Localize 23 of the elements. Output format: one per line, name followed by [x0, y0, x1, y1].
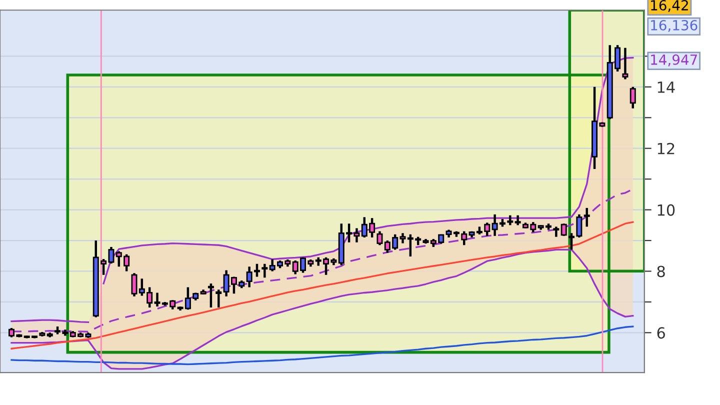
y-tick-label: 12: [658, 142, 674, 154]
candlestick: [622, 46, 628, 80]
text: 14,947: [651, 54, 697, 66]
y-tick-label: 6: [657, 327, 665, 339]
text: 16,136: [651, 20, 698, 32]
candlestick: [262, 262, 268, 279]
line-series: [10, 326, 634, 366]
y-tick-label: 10: [658, 204, 675, 216]
candlestick: [216, 288, 222, 309]
candlestick: [584, 206, 590, 228]
candlestick: [560, 222, 567, 238]
line-series: [10, 248, 634, 370]
candlestick: [514, 214, 521, 226]
y-tick-label: 14: [658, 82, 675, 93]
text: 16,42: [651, 0, 688, 12]
y-tick-label: 8: [657, 266, 665, 278]
candlestick: [630, 86, 636, 110]
candlestick: [208, 282, 214, 309]
candlestick: [553, 226, 560, 238]
candlestick: [376, 230, 383, 246]
candlestick: [131, 272, 138, 298]
candlestick: [400, 232, 406, 244]
line-series: [10, 221, 634, 350]
